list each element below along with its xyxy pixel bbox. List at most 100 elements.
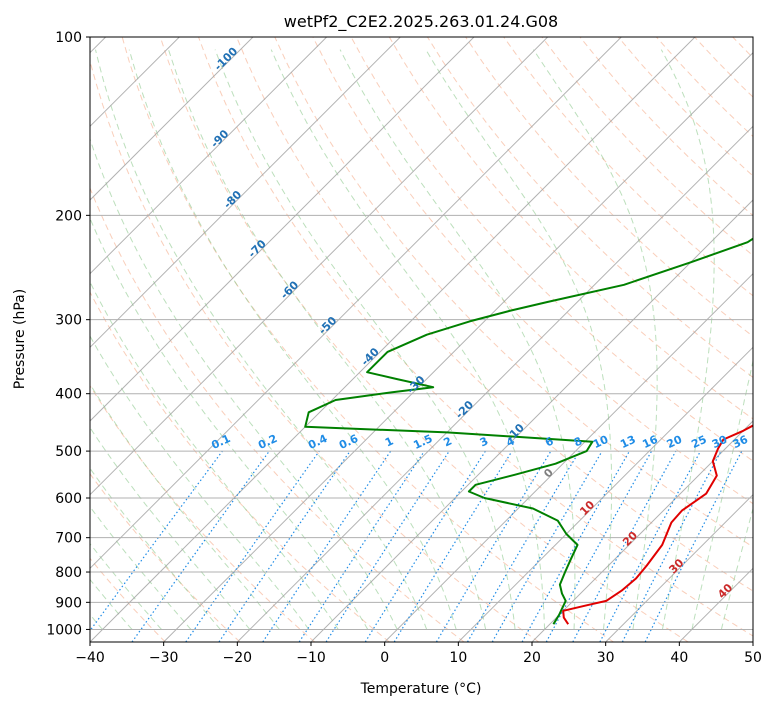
y-tick-label: 800: [55, 565, 82, 581]
dry-adiabat-line: [312, 37, 753, 505]
isotherm-label: -20: [453, 398, 476, 421]
mixing-ratio-label: 13: [618, 433, 637, 451]
y-tick-label: 200: [55, 208, 82, 224]
isotherm-label: -30: [404, 373, 427, 396]
isotherm-line: [90, 37, 475, 422]
moist-adiabat-line: [270, 49, 546, 630]
dry-adiabat-line: [90, 384, 316, 642]
isotherm-label: -70: [246, 237, 269, 260]
isotherm-line: [90, 37, 254, 201]
moist-adiabat-line: [168, 49, 487, 630]
dry-adiabat-line: [388, 37, 753, 420]
moist-adiabat-line: [691, 358, 753, 630]
background-lines: [90, 37, 775, 642]
mixing-ratio-line: [325, 450, 450, 642]
mixing-ratio-label: 36: [731, 433, 751, 451]
x-tick-label: 0: [380, 650, 389, 666]
mixing-ratio-label: 0.1: [209, 432, 232, 452]
isotherm-line: [163, 51, 753, 642]
dry-adiabat-line: [426, 37, 753, 378]
mixing-ratio-label: 25: [689, 433, 708, 451]
mixing-ratio-line: [262, 450, 392, 642]
mixing-ratio-label: 0.4: [306, 432, 329, 452]
x-axis-ticks: −40 −30 −20 −10 0 10 20 30 40 50: [75, 642, 762, 666]
dry-adiabat-line: [90, 186, 465, 642]
y-tick-label: 700: [55, 531, 82, 547]
isotherm-line: [310, 199, 753, 642]
y-tick-label: 1000: [46, 622, 82, 638]
dry-adiabat-line: [771, 37, 775, 642]
isotherm-label: -60: [278, 278, 301, 301]
mixing-ratio-line: [599, 450, 702, 642]
mixing-ratio-label: 2: [442, 434, 454, 449]
isotherm-label: 10: [577, 498, 597, 518]
moist-adiabat-line: [214, 49, 516, 630]
pressure-gridlines: [90, 37, 753, 630]
x-tick-label: 50: [744, 650, 762, 666]
isotherm-label: -50: [316, 314, 339, 337]
moist-adiabat-line: [90, 383, 280, 630]
x-tick-label: 40: [670, 650, 688, 666]
moist-adiabat-line: [660, 49, 715, 630]
mixing-ratio-line: [218, 450, 351, 642]
mixing-ratio-line: [393, 450, 513, 642]
chart-title: wetPf2_C2E2.2025.263.01.24.G08: [284, 12, 558, 32]
mixing-ratio-label: 10: [591, 433, 611, 451]
dry-adiabat-line: [90, 59, 540, 642]
x-tick-label: −10: [296, 650, 326, 666]
y-tick-label: 500: [55, 444, 82, 460]
dewpoint-profile-line: [304, 237, 753, 625]
moist-adiabat-line: [90, 426, 251, 630]
mixing-ratio-line: [298, 450, 425, 642]
moist-adiabat-line: [95, 49, 428, 630]
isotherm-line: [90, 37, 401, 349]
plot-frame: [89, 36, 754, 643]
y-tick-label: 400: [55, 387, 82, 403]
isotherm-line: [90, 37, 696, 642]
isotherm-line: [457, 346, 753, 642]
mixing-ratio-line: [545, 450, 653, 642]
x-tick-label: −40: [75, 650, 105, 666]
dry-adiabat-line: [90, 472, 241, 642]
mixing-ratio-label: 6: [543, 434, 556, 449]
isotherm-line: [605, 493, 753, 642]
y-tick-label: 100: [55, 30, 82, 46]
isotherm-line: [236, 125, 753, 642]
dry-adiabat-line: [350, 37, 753, 462]
isotherm-line: [752, 641, 753, 642]
x-tick-label: 10: [449, 650, 467, 666]
isotherm-label: -40: [359, 345, 382, 368]
dry-adiabat-line: [732, 37, 753, 59]
isotherm-line: [90, 37, 549, 496]
mixing-ratio-line: [90, 450, 223, 632]
mixing-ratio-line: [621, 450, 722, 642]
mixing-ratio-line: [572, 450, 677, 642]
isotherm-line: [384, 272, 753, 642]
moist-adiabat-line: [90, 217, 369, 630]
y-axis-label: Pressure (hPa): [12, 289, 28, 389]
dry-adiabat-line: [90, 291, 390, 642]
isotherm-label: -100: [212, 44, 241, 73]
moist-adiabat-line: [90, 280, 339, 630]
mixing-ratio-line: [131, 450, 270, 642]
mixing-ratio-line: [644, 450, 743, 642]
dry-adiabat-line: [159, 37, 689, 642]
y-tick-label: 900: [55, 595, 82, 611]
dry-adiabat-line: [121, 37, 614, 642]
moist-adiabat-line: [128, 49, 457, 630]
x-axis-label: Temperature (°C): [360, 681, 482, 697]
isotherm-line: [531, 420, 753, 642]
dry-adiabat-line: [503, 37, 753, 297]
isotherm-label: -80: [221, 188, 244, 211]
mixing-ratio-label: 1: [383, 434, 395, 449]
moist-adiabat-line: [720, 506, 753, 630]
moist-adiabat-line: [90, 335, 310, 630]
isotherm-line: [90, 37, 328, 275]
x-tick-label: −20: [223, 650, 253, 666]
isotherm-label: 30: [666, 556, 686, 576]
mixing-ratio-label: 30: [710, 433, 730, 451]
dry-adiabat-line: [274, 37, 753, 548]
moist-adiabat-line: [425, 49, 613, 630]
isotherm-label: -90: [208, 127, 231, 150]
